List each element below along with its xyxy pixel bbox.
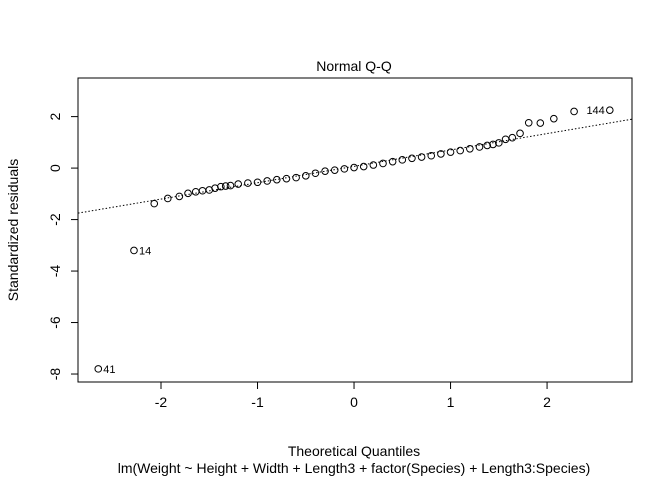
point: [350, 163, 358, 172]
y-tick-label: -6: [47, 316, 63, 329]
point: [437, 150, 445, 158]
point: [163, 194, 172, 203]
point: [550, 114, 558, 123]
x-tick-label: 0: [350, 394, 358, 410]
point: [253, 178, 262, 187]
point: [388, 157, 397, 166]
point: [130, 246, 138, 255]
point: [175, 192, 184, 201]
y-tick-label: 0: [47, 164, 63, 172]
point: [501, 135, 510, 144]
y-tick-label: -8: [47, 368, 63, 381]
point: [301, 172, 310, 180]
x-axis-label: Theoretical Quantiles: [288, 443, 420, 459]
y-tick-label: 2: [47, 113, 63, 121]
point: [427, 151, 436, 160]
point-label: 14: [139, 245, 151, 257]
x-tick-label: 1: [447, 394, 455, 410]
subtitle: lm(Weight ~ Height + Width + Length3 + f…: [118, 460, 591, 476]
point: [483, 141, 492, 150]
point: [273, 175, 281, 184]
x-tick-label: -1: [251, 394, 264, 410]
point: [226, 181, 235, 190]
point: [369, 161, 378, 169]
point: [244, 179, 252, 187]
point: [606, 106, 614, 114]
point: [516, 129, 524, 138]
point: [489, 140, 497, 149]
point: [198, 186, 207, 195]
y-tick-label: -2: [47, 213, 63, 226]
point: [379, 159, 387, 168]
point: [184, 189, 192, 198]
chart-title: Normal Q-Q: [316, 58, 392, 74]
point: [475, 143, 484, 151]
point: [321, 167, 329, 175]
point: [524, 118, 533, 127]
point: [282, 174, 291, 183]
point: [408, 154, 416, 163]
reference-line: [77, 118, 633, 214]
point: [417, 153, 426, 161]
y-tick-label: -4: [47, 265, 63, 278]
point: [446, 148, 455, 156]
x-tick-label: 2: [543, 394, 551, 410]
point: [263, 177, 271, 185]
point: [221, 182, 230, 190]
point: [330, 166, 339, 174]
point: [340, 165, 349, 173]
plot-frame: [77, 77, 633, 383]
point: [570, 107, 578, 116]
point: [311, 169, 320, 178]
point: [234, 180, 243, 188]
point: [359, 162, 368, 171]
point-label: 144: [586, 105, 604, 117]
point: [150, 199, 159, 208]
point: [398, 156, 407, 164]
point: [94, 365, 103, 373]
x-tick-label: -2: [155, 394, 168, 410]
point: [217, 182, 225, 191]
y-axis-label: Standardized residuals: [5, 159, 21, 301]
point: [466, 144, 474, 153]
point: [211, 184, 219, 192]
point: [191, 187, 200, 196]
point: [456, 146, 465, 155]
point-label: 41: [103, 364, 115, 376]
point: [508, 133, 517, 142]
point: [292, 173, 300, 182]
point: [495, 139, 503, 147]
point: [536, 119, 545, 127]
